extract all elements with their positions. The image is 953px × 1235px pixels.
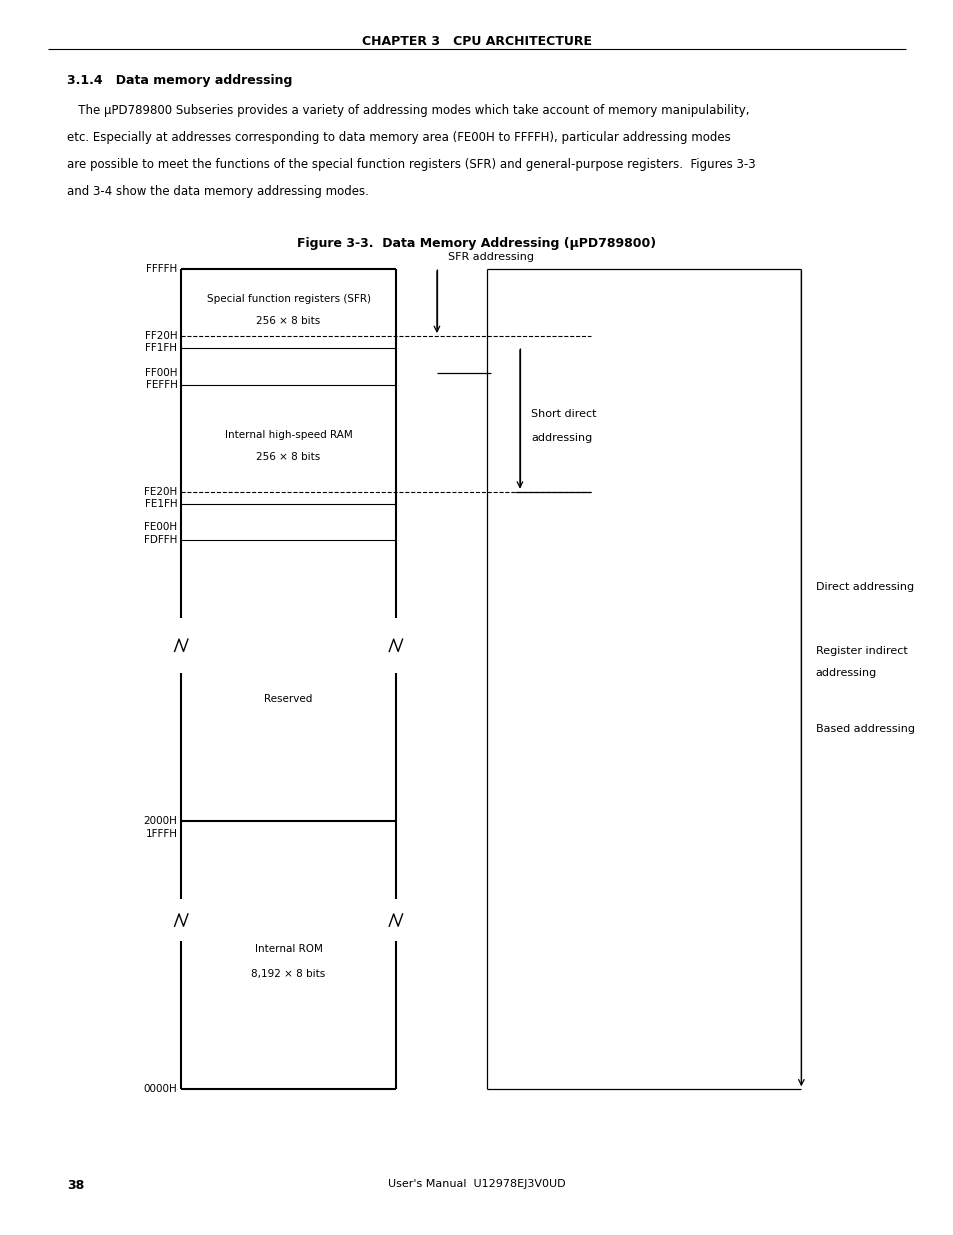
Text: Internal ROM: Internal ROM [254, 944, 322, 955]
Text: 256 × 8 bits: 256 × 8 bits [256, 452, 320, 462]
Text: FE20H: FE20H [144, 487, 177, 496]
Text: CHAPTER 3   CPU ARCHITECTURE: CHAPTER 3 CPU ARCHITECTURE [361, 35, 592, 48]
Text: 2000H: 2000H [143, 816, 177, 826]
Text: FF20H: FF20H [145, 331, 177, 341]
Text: Special function registers (SFR): Special function registers (SFR) [207, 294, 370, 304]
Text: User's Manual  U12978EJ3V0UD: User's Manual U12978EJ3V0UD [388, 1179, 565, 1189]
Text: 256 × 8 bits: 256 × 8 bits [256, 316, 320, 326]
Text: Internal high-speed RAM: Internal high-speed RAM [225, 430, 352, 440]
Text: 1FFFH: 1FFFH [145, 829, 177, 839]
Text: Short direct: Short direct [531, 409, 597, 419]
Text: SFR addressing: SFR addressing [448, 252, 534, 262]
Text: addressing: addressing [815, 668, 876, 678]
Text: FFFFH: FFFFH [146, 264, 177, 274]
Text: FF1FH: FF1FH [145, 343, 177, 353]
Text: The μPD789800 Subseries provides a variety of addressing modes which take accoun: The μPD789800 Subseries provides a varie… [67, 104, 748, 117]
Text: Reserved: Reserved [264, 694, 313, 704]
Text: addressing: addressing [531, 433, 592, 443]
Text: FEFFH: FEFFH [146, 380, 177, 390]
Text: 8,192 × 8 bits: 8,192 × 8 bits [252, 968, 325, 979]
Text: FF00H: FF00H [145, 368, 177, 378]
Text: are possible to meet the functions of the special function registers (SFR) and g: are possible to meet the functions of th… [67, 158, 755, 172]
Text: 38: 38 [67, 1179, 84, 1193]
Text: and 3-4 show the data memory addressing modes.: and 3-4 show the data memory addressing … [67, 185, 368, 199]
Text: 0000H: 0000H [144, 1084, 177, 1094]
Text: Direct addressing: Direct addressing [815, 582, 913, 592]
Text: Register indirect: Register indirect [815, 646, 906, 656]
Text: etc. Especially at addresses corresponding to data memory area (FE00H to FFFFH),: etc. Especially at addresses correspondi… [67, 131, 730, 144]
Text: Figure 3-3.  Data Memory Addressing (μPD789800): Figure 3-3. Data Memory Addressing (μPD7… [297, 237, 656, 251]
Text: FE1FH: FE1FH [145, 499, 177, 509]
Text: Based addressing: Based addressing [815, 724, 914, 734]
Text: 3.1.4   Data memory addressing: 3.1.4 Data memory addressing [67, 74, 292, 88]
Text: FDFFH: FDFFH [144, 535, 177, 545]
Text: FE00H: FE00H [144, 522, 177, 532]
